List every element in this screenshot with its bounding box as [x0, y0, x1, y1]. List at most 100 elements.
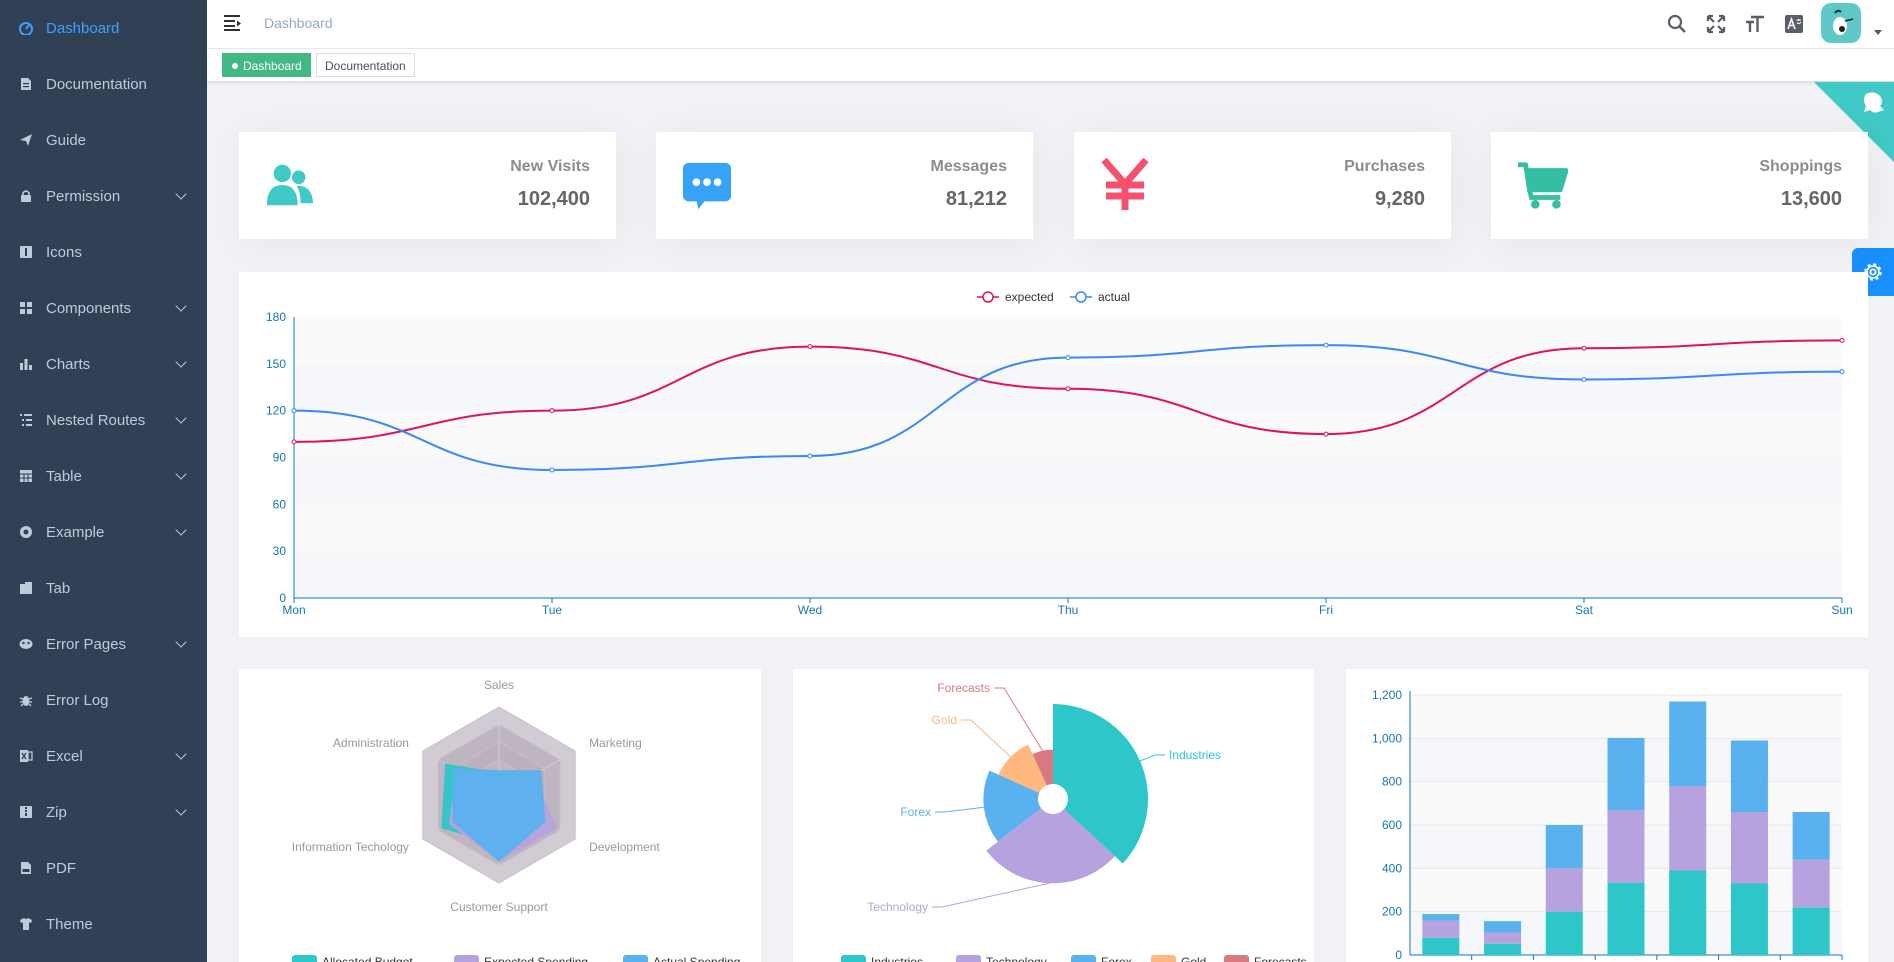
- tag-dashboard[interactable]: Dashboard: [222, 53, 311, 77]
- data-point: [1323, 342, 1329, 348]
- panel-purchases[interactable]: Purchases 9,280: [1074, 132, 1451, 239]
- pie-label-technology: Technology: [867, 900, 928, 914]
- bar-segment-pageA: [1730, 883, 1768, 955]
- bar-segment-pageA: [1422, 937, 1460, 955]
- sidebar-item-label: Guide: [46, 131, 87, 149]
- sidebar-item-dashboard[interactable]: Dashboard: [0, 0, 207, 56]
- x-tick-label: Sat: [1575, 603, 1594, 617]
- legend-label: Actual Spending: [653, 955, 740, 962]
- breadcrumb[interactable]: Dashboard: [264, 15, 333, 31]
- sidebar-item-pdf[interactable]: PDF: [0, 840, 207, 896]
- pie-label-forecasts: Forecasts: [937, 681, 990, 695]
- pie-slice-forecasts: [1032, 749, 1053, 786]
- grid-band: [294, 457, 1842, 505]
- pie-label-industries: Industries: [1169, 748, 1221, 762]
- lock-icon: [18, 188, 34, 204]
- x-tick-label: Wed: [798, 603, 822, 617]
- bar-segment-pageA: [1792, 907, 1830, 955]
- pie-label-forex: Forex: [900, 805, 931, 819]
- data-point: [549, 408, 555, 414]
- bar-chart-card: 0 200 400 600 800 1,000 1,200: [1346, 669, 1868, 962]
- sidebar-item-label: Table: [46, 467, 82, 485]
- sidebar-item-error-log[interactable]: Error Log: [0, 672, 207, 728]
- sidebar-item-documentation[interactable]: Documentation: [0, 56, 207, 112]
- chevron-down-icon: [175, 188, 187, 200]
- sidebar-item-guide[interactable]: Guide: [0, 112, 207, 168]
- panel-value: 81,212: [945, 188, 1007, 210]
- hamburger-icon[interactable]: [224, 14, 244, 32]
- panel-new-visits[interactable]: New Visits 102,400: [239, 132, 616, 239]
- panel-title: Purchases: [1344, 158, 1425, 175]
- grid-band: [294, 551, 1842, 598]
- panel-value: 102,400: [517, 188, 590, 210]
- panel-shoppings[interactable]: Shoppings 13,600: [1491, 132, 1868, 239]
- y-tick-label: 1,200: [1372, 688, 1402, 702]
- language-icon[interactable]: [1782, 12, 1806, 36]
- sidebar-item-nested-routes[interactable]: Nested Routes: [0, 392, 207, 448]
- pie-label-line: [994, 687, 1043, 752]
- pie-slice-industries: [1053, 704, 1148, 864]
- sidebar-item-theme[interactable]: Theme: [0, 896, 207, 952]
- dashboard-icon: [18, 20, 34, 36]
- sidebar-item-label: Permission: [46, 187, 121, 205]
- data-point: [1065, 355, 1071, 361]
- grid-band: [294, 504, 1842, 552]
- y-tick-label: 60: [273, 497, 287, 511]
- pie-chart-card: Industries Technology Forex Gold Forecasts In…: [793, 669, 1314, 962]
- radar-indicator-label: Information Techology: [292, 840, 409, 854]
- radar-chart: Sales Marketing Development Customer Suppor…: [292, 678, 740, 962]
- panel-title: Messages: [930, 158, 1008, 175]
- tag-documentation[interactable]: Documentation: [316, 53, 415, 77]
- nested-icon: [18, 412, 34, 428]
- legend-swatch: [623, 955, 648, 962]
- data-point: [549, 467, 555, 473]
- bar-segment-pageB: [1607, 810, 1645, 883]
- github-corner-icon[interactable]: [1814, 82, 1894, 162]
- sidebar-item-label: Icons: [46, 243, 82, 261]
- legend-label: Forex: [1101, 955, 1132, 962]
- sidebar-item-label: Nested Routes: [46, 411, 146, 429]
- panel-messages[interactable]: Messages 81,212: [656, 132, 1033, 239]
- message-icon: [680, 158, 734, 212]
- pie-chart: Industries Technology Forex Gold Forecasts In…: [841, 681, 1307, 962]
- sidebar-item-icons[interactable]: Icons: [0, 224, 207, 280]
- data-point: [1839, 337, 1845, 343]
- sidebar-item-label: Error Log: [46, 691, 109, 709]
- sidebar-item-zip[interactable]: Zip: [0, 784, 207, 840]
- error-pages-icon: [18, 636, 34, 652]
- sidebar-item-components[interactable]: Components: [0, 280, 207, 336]
- sidebar-item-error-pages[interactable]: Error Pages: [0, 616, 207, 672]
- y-tick-label: 400: [1382, 861, 1402, 875]
- y-tick-label: 1,000: [1372, 731, 1402, 745]
- sidebar-item-label: Theme: [46, 915, 93, 933]
- panel-value: 9,280: [1374, 188, 1425, 210]
- legend-swatch: [956, 955, 981, 962]
- sidebar-item-permission[interactable]: Permission: [0, 168, 207, 224]
- data-point: [1581, 345, 1587, 351]
- pie-slice-technology: [986, 808, 1115, 884]
- y-tick-label: 800: [1382, 775, 1402, 789]
- shopping-icon: [1515, 158, 1569, 212]
- legend-label-expected: expected: [1005, 290, 1054, 304]
- sidebar-item-charts[interactable]: Charts: [0, 336, 207, 392]
- sidebar-item-table[interactable]: Table: [0, 448, 207, 504]
- legend-label: Expected Spending: [484, 955, 588, 962]
- fullscreen-icon[interactable]: [1704, 12, 1728, 36]
- sidebar-item-tab[interactable]: Tab: [0, 560, 207, 616]
- theme-icon: [18, 916, 34, 932]
- bar-segment-pageB: [1545, 868, 1583, 912]
- x-tick-label: Thu: [1058, 603, 1079, 617]
- size-icon[interactable]: [1743, 12, 1767, 36]
- avatar[interactable]: [1821, 3, 1861, 43]
- sidebar-item-excel[interactable]: Excel: [0, 728, 207, 784]
- caret-down-icon[interactable]: [1874, 30, 1882, 35]
- sidebar-item-label: Zip: [46, 803, 67, 821]
- legend-label: Gold: [1181, 955, 1206, 962]
- legend-label: Allocated Budget: [322, 955, 413, 962]
- search-icon[interactable]: [1665, 12, 1689, 36]
- sidebar-item-label: Example: [46, 523, 105, 541]
- tags-view: Dashboard Documentation: [207, 49, 1894, 82]
- sidebar-item-example[interactable]: Example: [0, 504, 207, 560]
- chevron-down-icon: [175, 412, 187, 424]
- x-tick-label: Sun: [1831, 603, 1852, 617]
